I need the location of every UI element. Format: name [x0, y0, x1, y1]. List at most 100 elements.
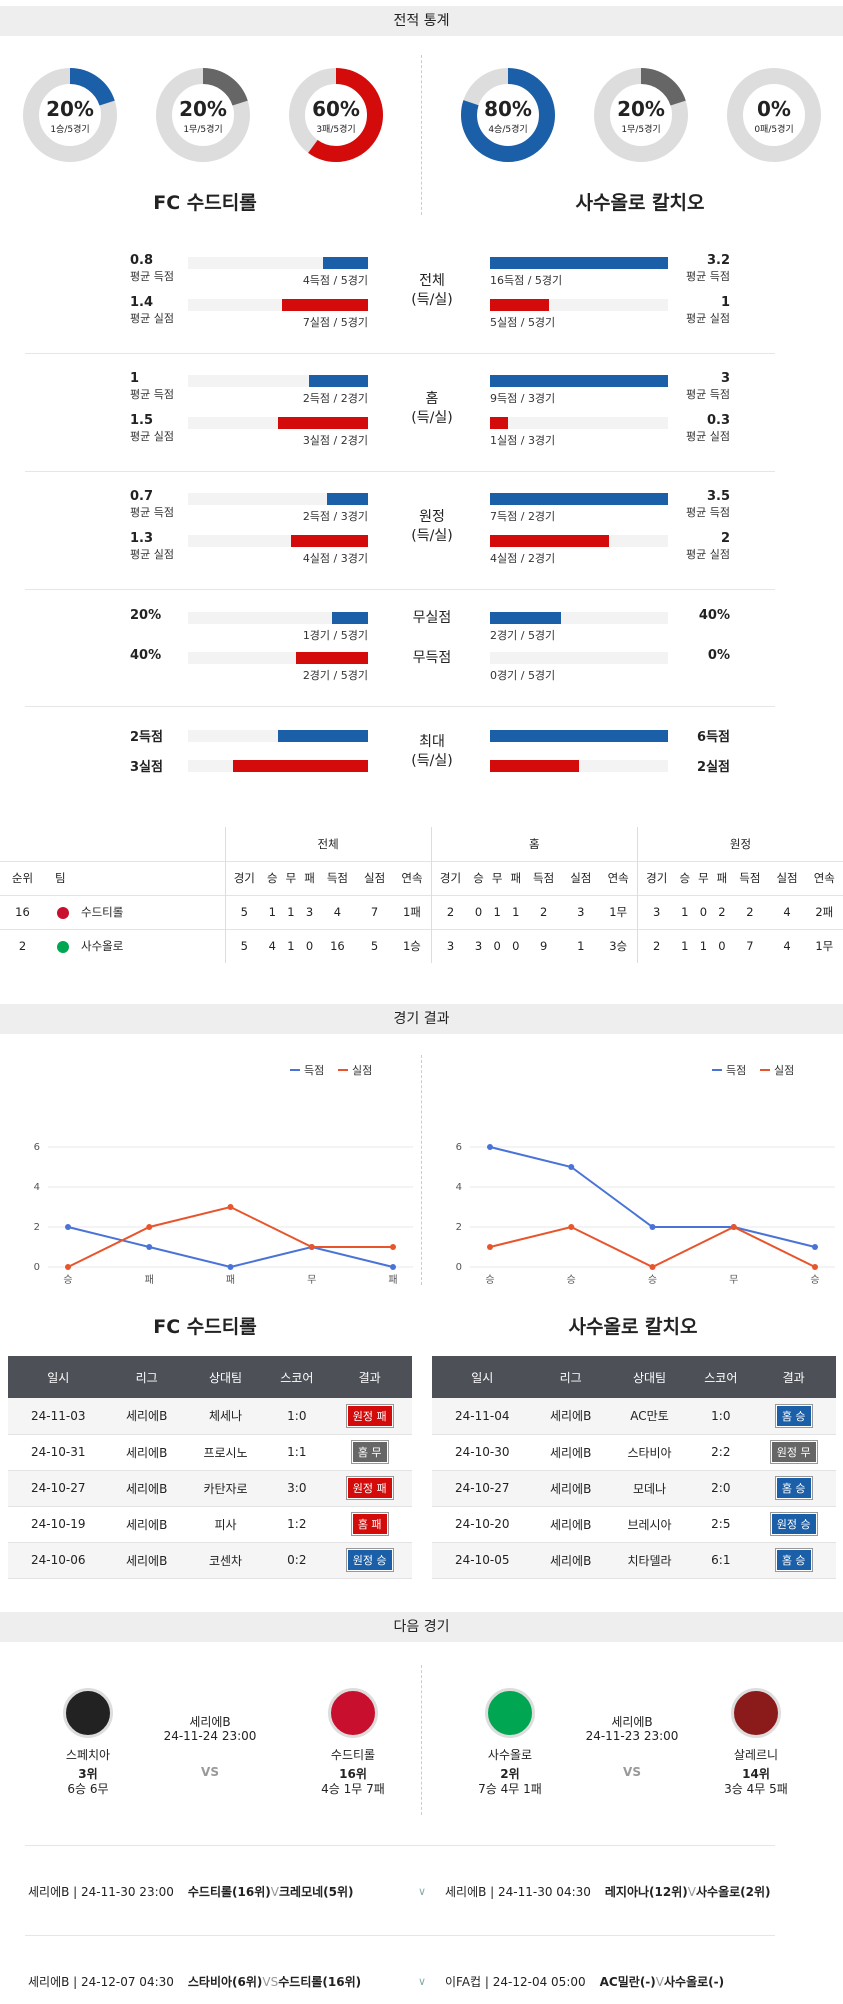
result-cell: 원정 패 [327, 1398, 412, 1435]
stat-cell: 0 [469, 894, 488, 929]
stat-group-title-line: 전체 [419, 273, 445, 289]
match-date: 24-10-27 [432, 1470, 533, 1507]
match-date: 24-11-03 [8, 1398, 109, 1435]
result-cell: 원정 승 [327, 1542, 412, 1579]
left-stat-label: 평균 실점 [130, 430, 174, 443]
upcoming-match[interactable]: 세리에B | 24-11-30 04:30 레지아나(12위)V사수올로(2위) [445, 1883, 771, 1900]
results-header-row: 일시 리그 상대팀 스코어 결과 [432, 1356, 836, 1398]
left-stat-label: 평균 득점 [130, 388, 174, 401]
next-datetime: 24-11-24 23:00 [163, 1729, 257, 1743]
score: 2:5 [690, 1506, 752, 1543]
match-date: 24-10-05 [432, 1542, 533, 1579]
result-row[interactable]: 24-10-19 세리에B 피사 1:2 홈 패 [8, 1506, 412, 1543]
next-team-rank: 3위 [78, 1767, 98, 1781]
next-team-record: 4승 1무 7패 [321, 1782, 385, 1796]
col-header: 무 [281, 860, 301, 895]
next-team-name[interactable]: 사수올로 [487, 1748, 533, 1762]
data-point [487, 1244, 493, 1250]
right-stat-bar [490, 257, 668, 269]
col-header: 무 [694, 860, 713, 895]
x-tick-label: 승 [63, 1274, 72, 1286]
divider [25, 706, 775, 707]
stat-cell: 7 [731, 928, 769, 963]
left-bar-label: 4득점 / 5경기 [302, 274, 368, 287]
next-team-record: 3승 4무 5패 [724, 1782, 788, 1796]
result-row[interactable]: 24-11-04 세리에B AC만토 1:0 홈 승 [432, 1398, 836, 1435]
donut-arc [289, 68, 383, 162]
result-row[interactable]: 24-10-31 세리에B 프로시노 1:1 홈 무 [8, 1434, 412, 1471]
data-point [146, 1224, 153, 1230]
result-row[interactable]: 24-11-03 세리에B 체세나 1:0 원정 패 [8, 1398, 412, 1435]
result-row[interactable]: 24-10-27 세리에B 모데나 2:0 홈 승 [432, 1470, 836, 1507]
standings-row[interactable]: 16 수드티롤 5 1 1 3 4 7 1패 2 0 1 1 2 3 1무 3 1 0 2 2 4 2패 [0, 894, 843, 929]
right-stat-value: 1 [720, 295, 730, 310]
data-point [227, 1264, 234, 1270]
upcoming-info: 세리에B | 24-11-30 04:30 [445, 1885, 591, 1899]
upcoming-match[interactable]: 이FA컵 | 24-12-04 05:00 AC밀란(-)V사수올로(-) [445, 1973, 724, 1990]
result-badge: 원정 패 [345, 1403, 394, 1428]
stat-cell: 3 [430, 928, 470, 963]
away-results-table: 일시 리그 상대팀 스코어 결과 24-11-04 세리에B AC만토 1:0 홈 승 24-10-… [432, 1356, 836, 1579]
team-cell: 사수올로 [45, 928, 225, 963]
stat-cell: 1패 [393, 894, 432, 929]
stat-cell: 5 [224, 894, 264, 929]
result-row[interactable]: 24-10-27 세리에B 카탄자로 3:0 원정 패 [8, 1470, 412, 1507]
donut-percent: 20% [179, 97, 227, 121]
col-header: 득점 [731, 860, 769, 895]
left-bar-label: 2경기 / 5경기 [302, 669, 368, 682]
col-header: 승 [469, 860, 488, 895]
right-stat-bar [490, 730, 668, 742]
left-stat-value: 0.7 [130, 489, 154, 504]
league: 세리에B [532, 1542, 609, 1579]
left-stat-bar [326, 493, 368, 505]
next-team-name[interactable]: 스페치아 [65, 1748, 111, 1762]
opponent: AC만토 [608, 1398, 691, 1435]
donut-arc [156, 68, 250, 162]
result-row[interactable]: 24-10-20 세리에B 브레시아 2:5 원정 승 [432, 1506, 836, 1543]
stat-cell: 2 [525, 894, 563, 929]
upcoming-vs: V [655, 1975, 664, 1989]
stat-cell: 3 [469, 928, 488, 963]
result-row[interactable]: 24-10-30 세리에B 스타비아 2:2 원정 무 [432, 1434, 836, 1471]
score: 0:2 [266, 1542, 328, 1579]
upcoming-match[interactable]: 세리에B | 24-12-07 04:30 스타비아(6위)VS수드티롤(16위) [28, 1973, 361, 1990]
left-stat-value: 3실점 [130, 760, 163, 775]
ratio-donut: 20% 1승/5경기 [22, 67, 118, 163]
bar-track [188, 493, 368, 505]
right-stat-label: 평균 득점 [686, 506, 730, 519]
stat-cell: 1 [487, 894, 507, 929]
team-crest-icon [63, 1688, 113, 1738]
results-col-header: 일시 [8, 1356, 109, 1398]
col-header: 실점 [562, 860, 600, 895]
y-tick-label: 0 [456, 1262, 462, 1273]
stat-cell: 2 [731, 894, 769, 929]
stat-group-title: 최대 (득/실) [397, 733, 467, 771]
league: 세리에B [108, 1398, 185, 1435]
stat-cell: 3 [636, 894, 676, 929]
opponent: 코센차 [184, 1542, 267, 1579]
league: 세리에B [532, 1398, 609, 1435]
next-team-name[interactable]: 수드티롤 [330, 1748, 376, 1762]
team-name: 수드티롤 [81, 905, 124, 919]
result-row[interactable]: 24-10-06 세리에B 코센차 0:2 원정 승 [8, 1542, 412, 1579]
section-header-next: 다음 경기 [0, 1612, 843, 1642]
right-stat-value: 2 [720, 531, 730, 546]
match-date: 24-10-20 [432, 1506, 533, 1543]
next-team-name[interactable]: 살레르니 [733, 1748, 779, 1762]
upcoming-info: 세리에B | 24-11-30 23:00 [28, 1885, 174, 1899]
divider [25, 589, 775, 590]
result-row[interactable]: 24-10-05 세리에B 치타델라 6:1 홈 승 [432, 1542, 836, 1579]
left-stat-bar [308, 375, 368, 387]
next-vs: VS [623, 1765, 641, 1779]
data-point [146, 1244, 153, 1250]
right-bar-label: 16득점 / 5경기 [490, 274, 563, 287]
x-tick-label: 무 [307, 1275, 316, 1286]
result-badge: 홈 승 [774, 1476, 813, 1500]
ratio-donut: 20% 1무/5경기 [593, 67, 689, 163]
upcoming-match[interactable]: 세리에B | 24-11-30 23:00 수드티롤(16위)V크레모네(5위) [28, 1883, 354, 1900]
right-bar-label: 0경기 / 5경기 [490, 669, 556, 682]
standings-row[interactable]: 2 사수올로 5 4 1 0 16 5 1승 3 3 0 0 9 1 3승 2 1 1 0 7 4 1무 [0, 928, 843, 963]
result-badge: 원정 패 [345, 1476, 394, 1500]
col-header: 연속 [393, 860, 432, 895]
league: 세리에B [108, 1506, 185, 1543]
